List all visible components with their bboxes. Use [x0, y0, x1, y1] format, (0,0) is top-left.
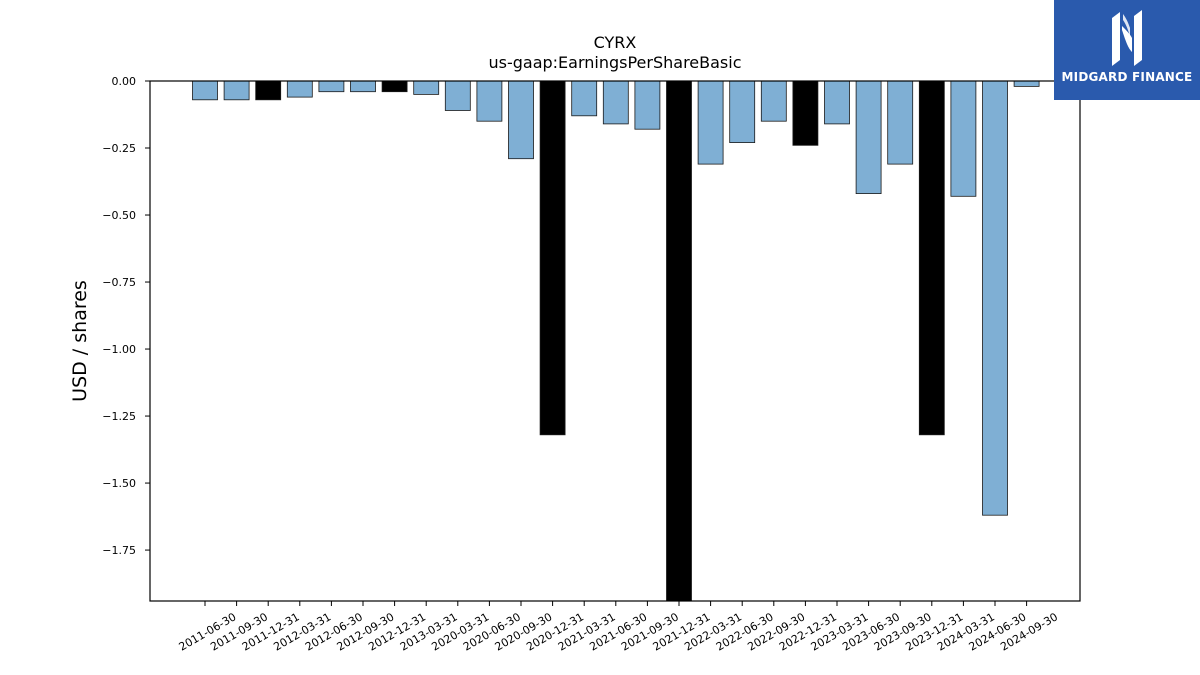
bar-2011-06-30 [192, 80, 218, 101]
bar-2011-09-30 [223, 80, 250, 101]
logo-text: MIDGARD FINANCE [1061, 70, 1193, 84]
y-axis-ticks: 0.00 −0.25 −0.50 −0.75 −1.00 −1.25 −1.50 −1.75 [102, 75, 150, 557]
bar-2012-06-30 [318, 80, 345, 93]
midgard-finance-logo: MIDGARD FINANCE [1054, 0, 1200, 100]
bar-2021-09-30 [634, 80, 661, 130]
y-tick-label: −1.00 [102, 343, 136, 356]
bar-2022-09-30 [760, 80, 787, 122]
y-tick-label: −1.50 [102, 477, 136, 490]
bar-2022-03-31 [697, 80, 724, 165]
midgard-logo-icon [1112, 10, 1142, 66]
y-tick-label: −0.50 [102, 209, 136, 222]
bar-2023-06-30 [855, 80, 882, 194]
bar-2020-06-30 [476, 80, 503, 122]
plot-frame [149, 80, 1081, 602]
bar-2021-06-30 [602, 80, 629, 125]
bar-2022-06-30 [729, 80, 756, 143]
bar-2024-03-31 [950, 80, 977, 197]
bar-2020-12-31 [539, 80, 566, 436]
y-tick-label: −0.25 [102, 142, 136, 155]
bars-group [192, 80, 1040, 602]
chart-subtitle: us-gaap:EarningsPerShareBasic [488, 53, 741, 72]
bar-2012-03-31 [286, 80, 313, 98]
y-tick-label: −1.25 [102, 410, 136, 423]
chart-title: CYRX [594, 33, 637, 52]
bar-2020-03-31 [444, 80, 471, 111]
bar-2024-09-30 [1013, 80, 1040, 87]
bar-2021-03-31 [571, 80, 598, 117]
bar-2013-03-31 [413, 80, 440, 95]
y-tick-label: −0.75 [102, 276, 136, 289]
bar-2021-12-31 [666, 80, 692, 602]
bar-2022-12-31 [792, 80, 819, 146]
y-axis-label: USD / shares [69, 280, 91, 402]
bar-2011-12-31 [255, 80, 282, 101]
x-axis-ticks: 2011-06-302011-09-302011-12-312012-03-31… [177, 601, 1060, 654]
y-tick-label: 0.00 [112, 75, 137, 88]
bar-2012-09-30 [350, 80, 376, 93]
bar-2020-09-30 [508, 80, 534, 160]
bar-2023-09-30 [887, 80, 914, 165]
bar-2023-12-31 [918, 80, 945, 436]
y-tick-label: −1.75 [102, 544, 136, 557]
bar-2012-12-31 [381, 80, 408, 93]
bar-2023-03-31 [824, 80, 850, 125]
bar-2024-06-30 [982, 80, 1008, 516]
